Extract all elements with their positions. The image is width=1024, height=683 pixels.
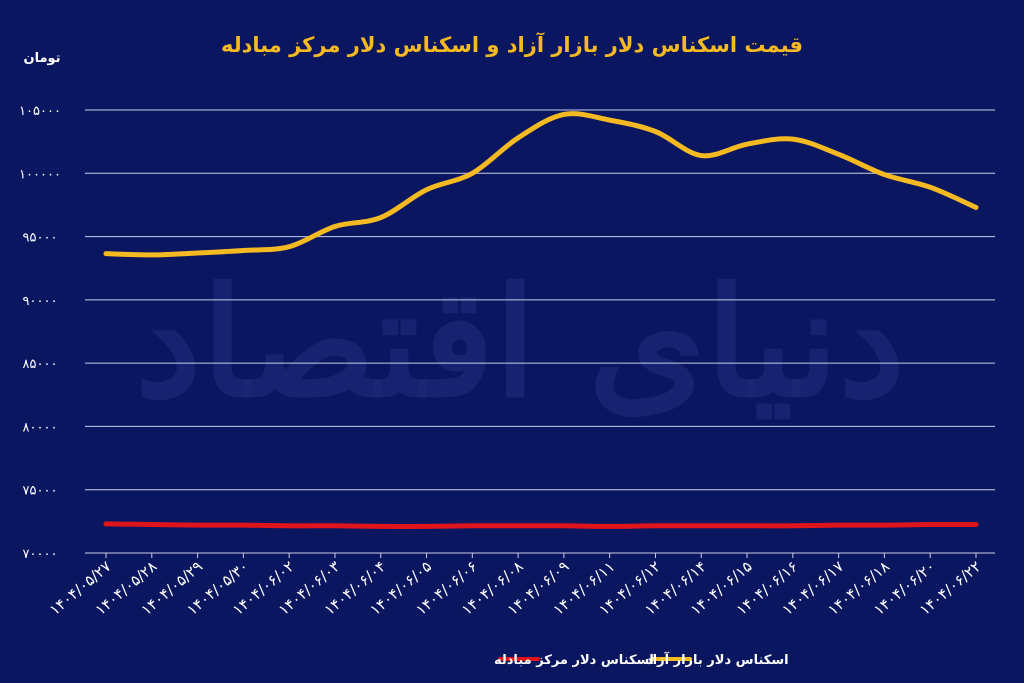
y-axis-ticks: ۱۰۵۰۰۰ ۱۰۰۰۰۰ ۹۵۰۰۰ ۹۰۰۰۰ ۸۵۰۰۰ ۸۰۰۰۰ ۷۵۰۰۰ ۷۰۰… [19, 104, 61, 562]
series-line-free-market [103, 111, 979, 258]
y-tick-label: ۹۵۰۰۰ [23, 231, 58, 246]
y-tick-label: ۸۵۰۰۰ [23, 357, 58, 372]
y-tick-label: ۸۰۰۰۰ [23, 420, 58, 435]
y-tick-label: ۷۰۰۰۰ [23, 547, 58, 562]
series-line-exchange-center [103, 521, 979, 529]
watermark-text: دنیای اقتصاد [135, 255, 905, 431]
series-lines [103, 111, 979, 529]
chart-title: قیمت اسکناس دلار بازار آزاد و اسکناس دلا… [221, 32, 803, 57]
x-axis-ticks: ۱۴۰۴/۰۵/۲۷۱۴۰۴/۰۵/۲۸۱۴۰۴/۰۵/۲۹۱۴۰۴/۰۵/۳۰… [46, 553, 985, 619]
gridlines [85, 109, 995, 554]
legend-label: اسکناس دلار بازار آزاد [646, 651, 789, 668]
y-axis-unit-label: تومان [23, 51, 60, 66]
y-tick-label: ۹۰۰۰۰ [23, 294, 58, 309]
y-tick-label: ۷۵۰۰۰ [23, 484, 58, 499]
y-tick-label: ۱۰۰۰۰۰ [19, 167, 61, 182]
legend-label: اسکناس دلار مرکز مبادله [494, 653, 654, 668]
y-tick-label: ۱۰۵۰۰۰ [19, 104, 61, 119]
